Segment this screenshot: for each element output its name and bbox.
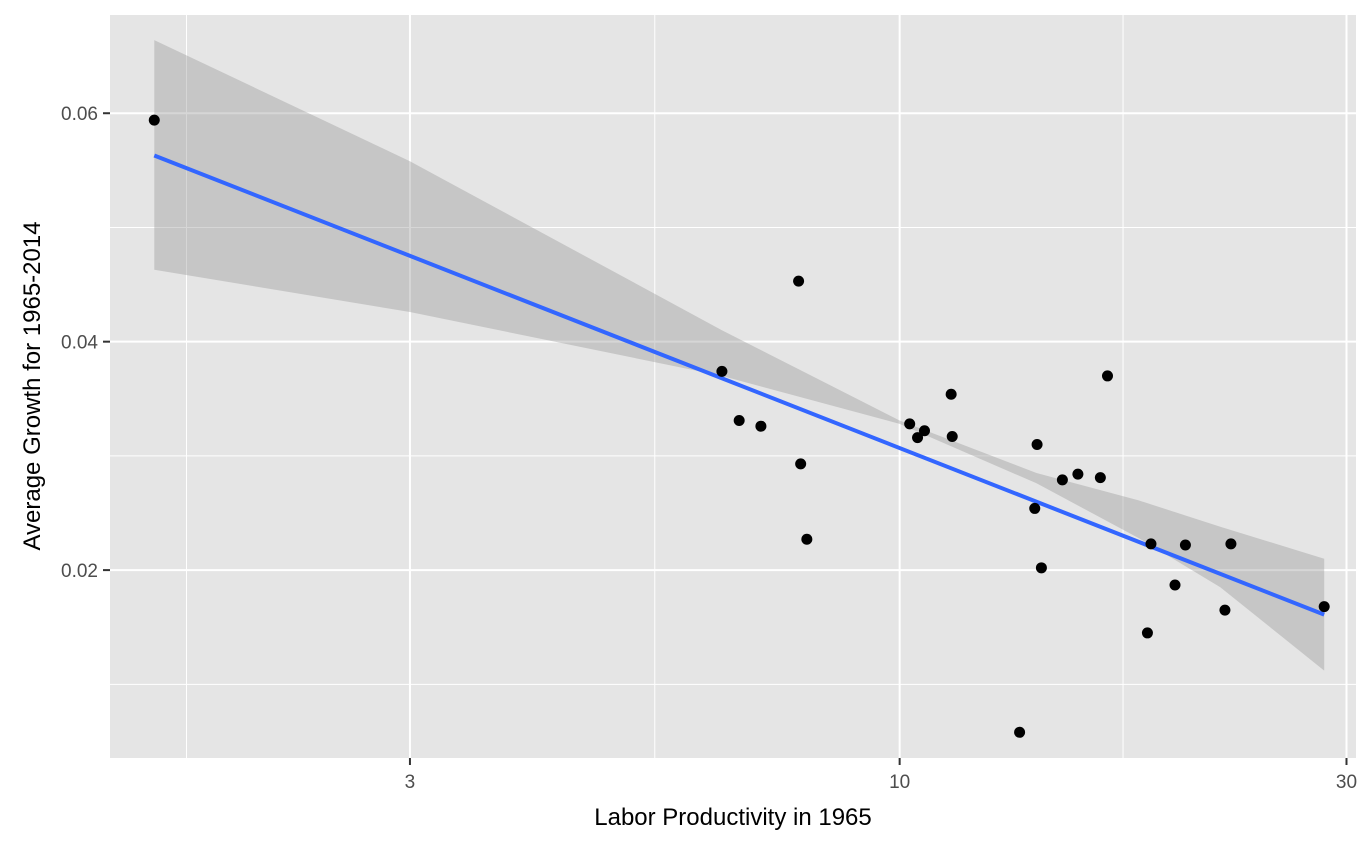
data-point-9 [912, 432, 924, 444]
data-point-6 [795, 458, 807, 470]
y-axis-tick-labels: 0.02 0.04 0.06 [61, 104, 98, 582]
data-point-4 [755, 420, 767, 432]
data-point-20 [1101, 370, 1113, 382]
major-gridlines [110, 15, 1356, 758]
data-point-10 [918, 425, 930, 437]
data-point-19 [1094, 472, 1106, 484]
data-point-3 [733, 414, 745, 426]
data-point-23 [1169, 579, 1181, 591]
data-point-21 [1141, 627, 1153, 639]
x-tick-label: 3 [405, 772, 416, 793]
data-points [148, 114, 1330, 738]
data-point-15 [1031, 438, 1043, 450]
confidence-band [154, 40, 1325, 671]
data-point-26 [1225, 538, 1237, 550]
data-point-11 [945, 388, 957, 400]
y-tick-label: 0.04 [61, 333, 98, 354]
x-tick-label: 30 [1336, 772, 1357, 793]
x-axis-title: Labor Productivity in 1965 [594, 804, 872, 831]
minor-gridlines [110, 15, 1356, 758]
data-point-17 [1056, 474, 1068, 486]
data-point-13 [1014, 726, 1026, 738]
data-point-18 [1072, 468, 1084, 480]
data-point-24 [1179, 539, 1191, 551]
data-point-22 [1145, 538, 1157, 550]
data-point-5 [793, 275, 805, 287]
data-point-7 [801, 533, 813, 545]
data-point-8 [904, 418, 916, 430]
data-point-2 [716, 365, 728, 377]
x-tick-label: 10 [889, 772, 910, 793]
x-axis-tick-labels: 3 10 30 [405, 772, 1357, 793]
data-point-1 [148, 114, 160, 126]
data-point-25 [1219, 604, 1231, 616]
axis-ticks [103, 112, 1348, 765]
y-axis-title: Average Growth for 1965-2014 [19, 221, 46, 550]
regression-line [153, 153, 1325, 617]
data-point-27 [1318, 601, 1330, 613]
y-tick-label: 0.06 [61, 104, 98, 125]
y-tick-label: 0.02 [61, 561, 98, 582]
data-point-12 [946, 430, 958, 442]
data-point-16 [1035, 562, 1047, 574]
data-point-14 [1029, 502, 1041, 514]
